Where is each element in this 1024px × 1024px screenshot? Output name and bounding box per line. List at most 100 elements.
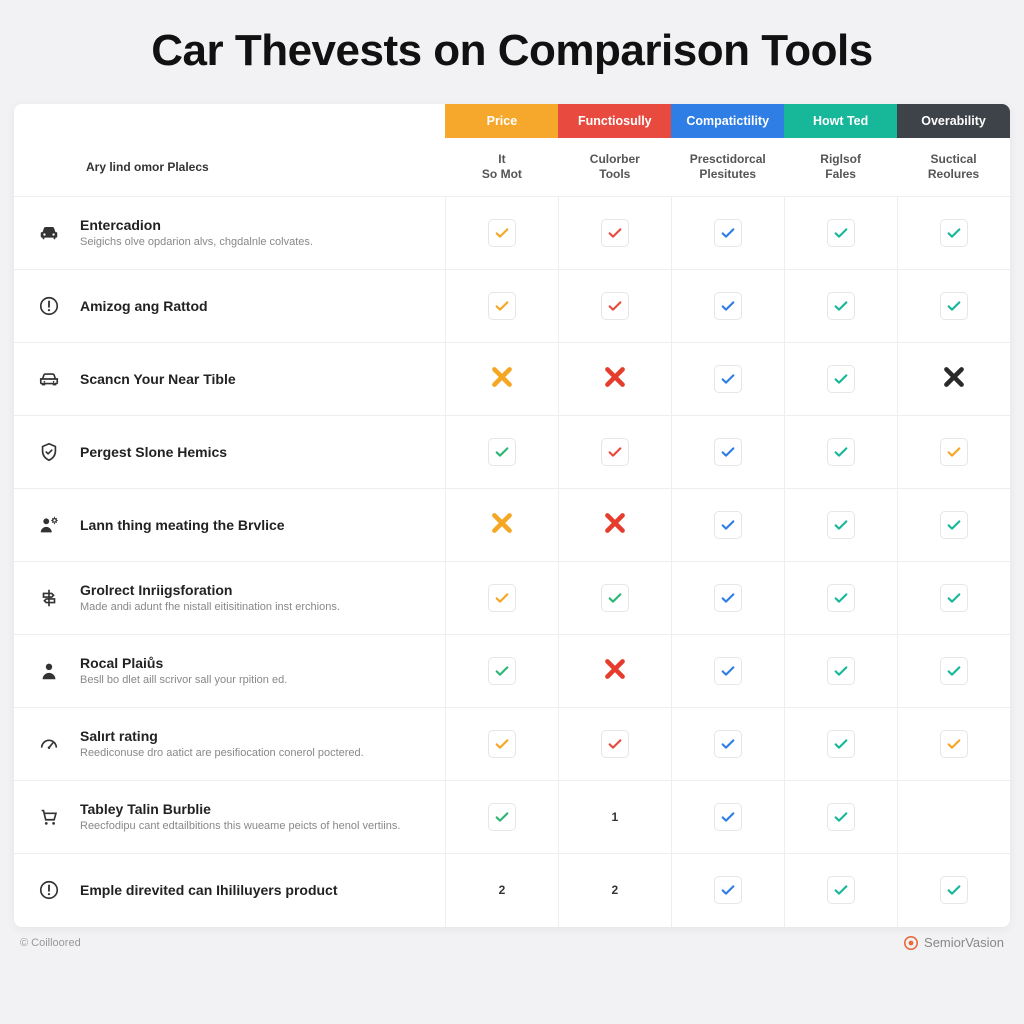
table-row: Rocal Plaiůs Besll bo dlet aill scrivor … — [14, 635, 1010, 708]
check-icon — [714, 292, 742, 320]
check-icon — [601, 584, 629, 612]
check-icon — [827, 657, 855, 685]
feature-name: Scancn Your Near Tible — [80, 371, 236, 387]
brand-name: SemiorVasion — [924, 935, 1004, 950]
check-icon — [488, 657, 516, 685]
x-icon — [602, 364, 628, 390]
value-cell — [671, 635, 784, 708]
feature-desc: Made andi adunt fhe nistall eitisitinati… — [80, 601, 340, 615]
check-icon — [827, 292, 855, 320]
column-group-header: Functiosully — [558, 104, 671, 138]
value-cell — [897, 708, 1010, 781]
x-icon — [602, 510, 628, 536]
value-cell — [671, 416, 784, 489]
value-cell — [671, 781, 784, 854]
feature-desc: Besll bo dlet aill scrivor sall your rpi… — [80, 674, 287, 688]
column-group-header: Howt Ted — [784, 104, 897, 138]
value-cell — [671, 708, 784, 781]
table-row: Pergest Slone Hemics — [14, 416, 1010, 489]
value-cell — [445, 197, 558, 270]
value-cell — [784, 416, 897, 489]
column-group-header: Compatictility — [671, 104, 784, 138]
check-icon — [714, 219, 742, 247]
car-solid-icon — [36, 220, 62, 246]
x-icon — [941, 364, 967, 390]
value-cell — [671, 270, 784, 343]
check-icon — [827, 803, 855, 831]
value-cell — [558, 416, 671, 489]
value-cell — [445, 781, 558, 854]
column-sub-header: CulorberTools — [558, 138, 671, 197]
feature-name: Pergest Slone Hemics — [80, 444, 227, 460]
feature-desc: Reecfodipu cant edtailbitions this wueam… — [80, 820, 400, 834]
value-cell — [445, 343, 558, 416]
value-cell — [897, 635, 1010, 708]
page-footer: © Coilloored SemiorVasion — [14, 927, 1010, 951]
check-icon — [827, 219, 855, 247]
column-sub-header: ItSo Mot — [445, 138, 558, 197]
value-cell — [445, 635, 558, 708]
feature-desc: Seigichs olve opdarion alvs, chgdalnle c… — [80, 236, 313, 250]
feature-name: Grolrect Inriigsforation — [80, 582, 340, 598]
value-cell — [558, 489, 671, 562]
signpost-icon — [36, 585, 62, 611]
feature-name: Entercadion — [80, 217, 313, 233]
check-icon — [827, 876, 855, 904]
alert-circle-icon — [36, 293, 62, 319]
feature-desc: Reediconuse dro aatict are pesifiocation… — [80, 747, 364, 761]
column-sub-header: PresctidorcalPlesitutes — [671, 138, 784, 197]
check-icon — [488, 438, 516, 466]
column-group-header: Price — [445, 104, 558, 138]
check-icon — [488, 292, 516, 320]
table-row: Scancn Your Near Tible — [14, 343, 1010, 416]
value-cell — [897, 197, 1010, 270]
row-header-label: Ary lind omor Plalecs — [14, 138, 445, 197]
value-cell — [558, 197, 671, 270]
x-icon — [489, 364, 515, 390]
copyright-text: © Coilloored — [20, 937, 81, 949]
check-icon — [714, 438, 742, 466]
brand-icon — [903, 935, 919, 951]
value-cell: 2 — [445, 854, 558, 927]
value-cell — [558, 343, 671, 416]
check-icon — [827, 511, 855, 539]
value-cell — [558, 562, 671, 635]
check-icon — [601, 219, 629, 247]
value-cell — [784, 270, 897, 343]
value-cell — [784, 708, 897, 781]
table-row: Entercadion Seigichs olve opdarion alvs,… — [14, 197, 1010, 270]
feature-name: Lann thing meating the Brvlice — [80, 517, 285, 533]
check-icon — [714, 365, 742, 393]
check-icon — [940, 876, 968, 904]
column-group-header: Overability — [897, 104, 1010, 138]
value-cell — [897, 343, 1010, 416]
value-cell — [671, 854, 784, 927]
value-cell — [671, 562, 784, 635]
value-cell — [558, 708, 671, 781]
x-icon — [602, 656, 628, 682]
car-outline-icon — [36, 366, 62, 392]
page-title: Car Thevests on Comparison Tools — [14, 26, 1010, 76]
value-number: 2 — [499, 883, 506, 897]
comparison-table: PriceFunctiosullyCompatictilityHowt TedO… — [14, 104, 1010, 927]
check-icon — [714, 584, 742, 612]
brand-badge: SemiorVasion — [903, 935, 1004, 951]
value-cell — [445, 416, 558, 489]
check-icon — [714, 730, 742, 758]
check-icon — [601, 438, 629, 466]
value-cell — [897, 489, 1010, 562]
person-gear-icon — [36, 512, 62, 538]
value-cell — [445, 270, 558, 343]
column-sub-header: RiglsofFales — [784, 138, 897, 197]
value-cell — [784, 781, 897, 854]
value-cell — [784, 635, 897, 708]
check-icon — [601, 730, 629, 758]
value-cell — [784, 562, 897, 635]
cart-icon — [36, 804, 62, 830]
column-sub-header: SucticalReolures — [897, 138, 1010, 197]
check-icon — [827, 438, 855, 466]
feature-name: Rocal Plaiůs — [80, 655, 287, 671]
value-cell — [671, 489, 784, 562]
value-cell — [897, 562, 1010, 635]
value-cell — [558, 270, 671, 343]
